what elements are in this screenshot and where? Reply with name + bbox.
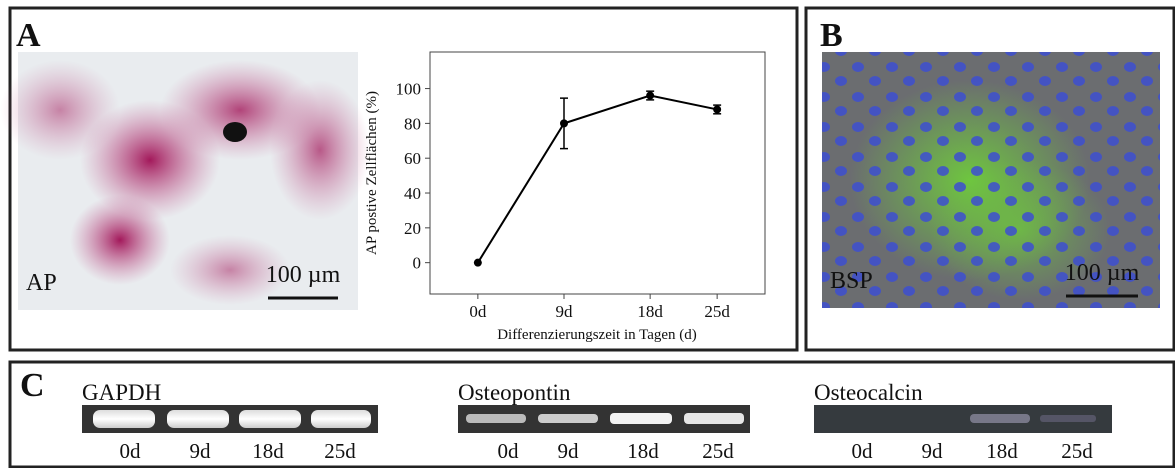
y-axis-title: AP postive Zellflächen (%)	[364, 91, 380, 255]
panel-label: B	[820, 17, 843, 54]
x-tick-label: 9d	[556, 302, 574, 321]
gel-title: Osteopontin	[458, 380, 571, 405]
data-point	[713, 105, 721, 113]
lane-label: 9d	[190, 439, 212, 463]
page: A AP 100 µm B BSP 100 µm C GAPDH Osteopo…	[0, 0, 1175, 473]
gel-title: GAPDH	[82, 380, 161, 405]
y-tick-label: 60	[404, 149, 421, 168]
panel-label: A	[16, 17, 41, 54]
data-point	[474, 259, 482, 267]
lane-label: 0d	[498, 439, 520, 463]
lane-label: 25d	[324, 439, 356, 463]
lane-label: 18d	[252, 439, 284, 463]
lane-label: 25d	[1061, 439, 1093, 463]
x-axis-title: Differenzierungszeit in Tagen (d)	[497, 327, 697, 343]
y-tick-label: 0	[413, 254, 422, 273]
lane-label: 18d	[986, 439, 1018, 463]
panel-label: C	[20, 367, 45, 404]
y-tick-label: 20	[404, 219, 421, 238]
lane-label: 18d	[627, 439, 659, 463]
lane-label: 0d	[120, 439, 142, 463]
y-tick-label: 100	[396, 80, 422, 99]
y-tick-label: 40	[404, 184, 421, 203]
figure: A AP 100 µm B BSP 100 µm C GAPDH Osteopo…	[0, 0, 1175, 468]
lane-label: 0d	[852, 439, 874, 463]
scale-bar-label: 100 µm	[266, 262, 341, 288]
lane-label: 9d	[922, 439, 944, 463]
scale-bar-label: 100 µm	[1065, 260, 1140, 286]
gel-title: Osteocalcin	[814, 380, 923, 405]
lane-label: 9d	[558, 439, 580, 463]
x-tick-label: 18d	[637, 302, 663, 321]
image-label: AP	[26, 270, 57, 296]
x-tick-label: 25d	[704, 302, 730, 321]
y-tick-label: 80	[404, 114, 421, 133]
lane-label: 25d	[702, 439, 734, 463]
data-point	[560, 119, 568, 127]
image-label: BSP	[830, 268, 873, 294]
data-point	[646, 92, 654, 100]
x-tick-label: 0d	[469, 302, 487, 321]
